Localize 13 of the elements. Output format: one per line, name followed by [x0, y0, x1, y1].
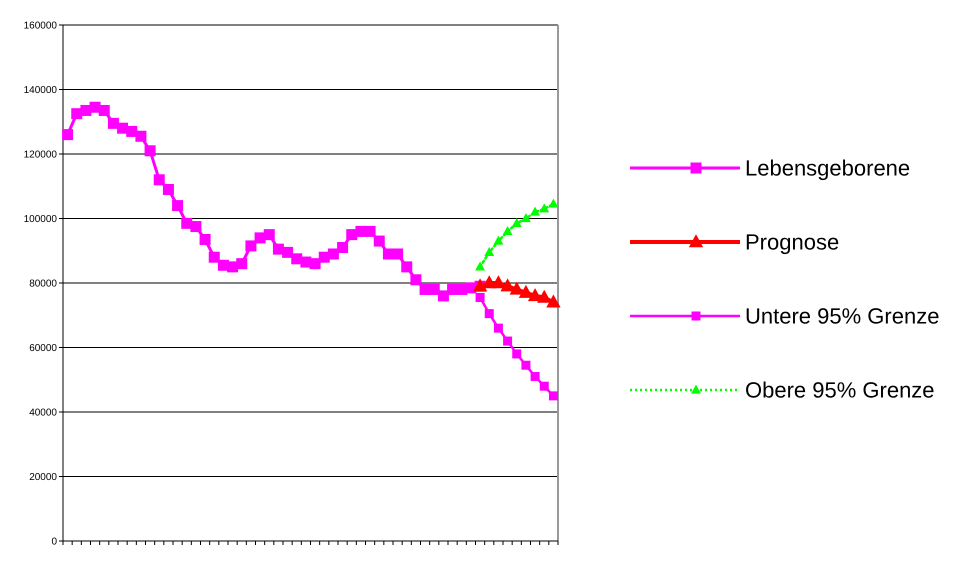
legend-label: Lebensgeborene: [745, 156, 910, 181]
legend-label: Untere 95% Grenze: [745, 304, 940, 329]
legend-label: Obere 95% Grenze: [745, 378, 935, 403]
legend-label: Prognose: [745, 230, 840, 255]
y-tick-label: 20000: [29, 472, 58, 483]
y-tick-label: 140000: [24, 85, 58, 96]
y-tick-label: 120000: [24, 150, 58, 160]
y-tick-label: 60000: [29, 343, 58, 354]
y-tick-label: 40000: [29, 408, 58, 418]
y-tick-label: 80000: [29, 278, 58, 290]
y-tick-label: 100000: [24, 214, 58, 225]
y-tick-label: 0: [51, 536, 58, 548]
y-tick-label: 160000: [24, 20, 58, 32]
